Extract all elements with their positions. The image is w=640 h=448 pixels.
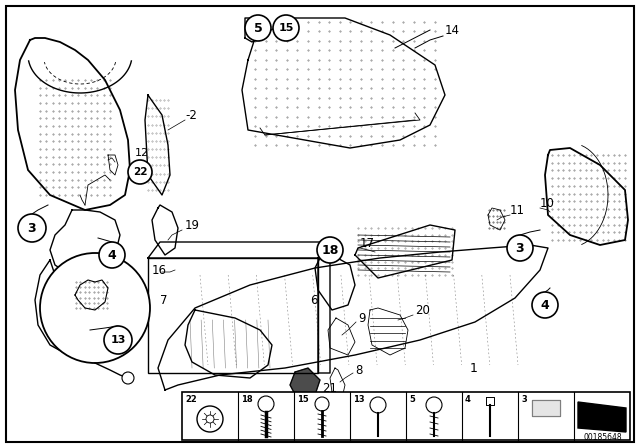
Text: 9: 9 — [358, 311, 365, 324]
Text: 10: 10 — [540, 197, 555, 210]
Circle shape — [206, 415, 214, 423]
Circle shape — [245, 15, 271, 41]
Circle shape — [104, 326, 132, 354]
Circle shape — [18, 214, 46, 242]
Text: 18: 18 — [321, 244, 339, 257]
Text: 4: 4 — [541, 298, 549, 311]
Text: 12: 12 — [135, 148, 149, 158]
Text: 15: 15 — [278, 23, 294, 33]
Text: 13: 13 — [110, 335, 125, 345]
Text: 5: 5 — [409, 395, 415, 404]
Text: 16: 16 — [152, 263, 167, 276]
Circle shape — [128, 160, 152, 184]
Text: 13: 13 — [353, 395, 365, 404]
Text: 11: 11 — [510, 203, 525, 216]
Text: 7: 7 — [160, 293, 168, 306]
Polygon shape — [290, 368, 320, 400]
Text: 14: 14 — [445, 23, 460, 36]
Circle shape — [273, 15, 299, 41]
Text: 1: 1 — [470, 362, 478, 375]
Text: 3: 3 — [28, 221, 36, 234]
Text: 18: 18 — [241, 395, 253, 404]
Text: 4: 4 — [108, 249, 116, 262]
Circle shape — [99, 242, 125, 268]
Circle shape — [122, 372, 134, 384]
Text: 22: 22 — [132, 167, 147, 177]
Text: 21: 21 — [322, 382, 337, 395]
Circle shape — [507, 235, 533, 261]
Bar — [182, 392, 630, 440]
Polygon shape — [532, 400, 560, 416]
Text: 00185648: 00185648 — [584, 433, 622, 442]
Text: 17: 17 — [360, 237, 375, 250]
Text: 22: 22 — [185, 395, 196, 404]
Text: 6: 6 — [310, 293, 317, 306]
Text: 20: 20 — [415, 303, 430, 316]
Circle shape — [532, 292, 558, 318]
Polygon shape — [578, 402, 626, 432]
Circle shape — [40, 253, 150, 363]
Bar — [532, 400, 560, 416]
Text: 5: 5 — [253, 22, 262, 34]
Circle shape — [258, 396, 274, 412]
Circle shape — [370, 397, 386, 413]
Text: 3: 3 — [516, 241, 524, 254]
Text: 3: 3 — [521, 395, 527, 404]
Circle shape — [315, 397, 329, 411]
Circle shape — [317, 237, 343, 263]
Circle shape — [426, 397, 442, 413]
Text: 19: 19 — [185, 219, 200, 232]
Bar — [148, 258, 318, 373]
Circle shape — [197, 406, 223, 432]
Text: 15: 15 — [297, 395, 308, 404]
Text: 8: 8 — [355, 363, 362, 376]
Text: -2: -2 — [185, 108, 197, 121]
Text: 4: 4 — [465, 395, 471, 404]
